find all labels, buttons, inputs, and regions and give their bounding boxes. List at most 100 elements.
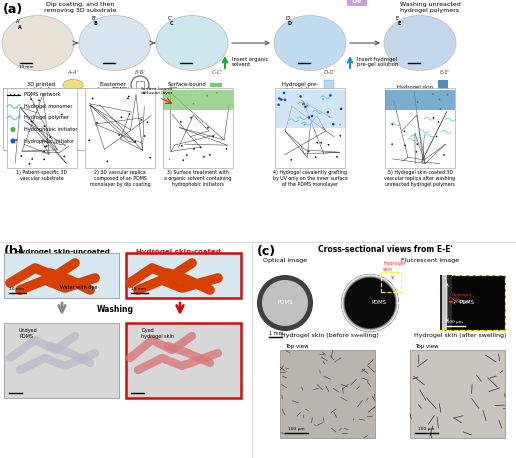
Circle shape xyxy=(213,136,214,137)
Bar xyxy=(381,272,401,292)
Text: Cross-sectional views from E-E': Cross-sectional views from E-E' xyxy=(317,245,453,254)
Circle shape xyxy=(216,92,218,94)
Bar xyxy=(438,80,448,89)
Text: 10 mm: 10 mm xyxy=(132,287,147,291)
Circle shape xyxy=(181,145,183,147)
Circle shape xyxy=(44,146,46,147)
Text: D: D xyxy=(288,21,292,26)
Circle shape xyxy=(308,116,310,119)
Circle shape xyxy=(96,122,98,124)
Ellipse shape xyxy=(2,16,74,71)
Text: Hydrogel skin-coated
3D vascular replica: Hydrogel skin-coated 3D vascular replica xyxy=(136,249,220,262)
Circle shape xyxy=(63,156,65,157)
Circle shape xyxy=(200,147,202,148)
Circle shape xyxy=(436,136,438,137)
Bar xyxy=(85,88,155,168)
Text: Hydrogel monomer: Hydrogel monomer xyxy=(24,104,73,109)
Bar xyxy=(410,350,505,438)
Circle shape xyxy=(209,154,211,156)
Text: E-E': E-E' xyxy=(440,71,450,76)
Circle shape xyxy=(446,94,448,95)
Text: 1) Patient-specific 3D
vascular substrate: 1) Patient-specific 3D vascular substrat… xyxy=(17,170,68,181)
Bar xyxy=(126,323,241,398)
Circle shape xyxy=(149,157,151,158)
Bar xyxy=(4,323,119,398)
Bar xyxy=(4,253,119,298)
Text: UV: UV xyxy=(351,0,363,4)
Text: ~200 μm: ~200 μm xyxy=(450,300,470,305)
Circle shape xyxy=(311,114,313,117)
Circle shape xyxy=(118,134,120,136)
Text: C-C': C-C' xyxy=(212,71,222,76)
Circle shape xyxy=(140,119,142,121)
Circle shape xyxy=(283,92,285,94)
Circle shape xyxy=(262,280,308,326)
Circle shape xyxy=(299,95,302,98)
Circle shape xyxy=(341,274,399,332)
Text: (b): (b) xyxy=(4,245,25,258)
Circle shape xyxy=(43,151,45,153)
FancyBboxPatch shape xyxy=(347,0,367,6)
Circle shape xyxy=(143,92,145,94)
Circle shape xyxy=(206,95,208,97)
Text: Surface-bound
diffusion layer: Surface-bound diffusion layer xyxy=(168,82,206,93)
Text: Hydrogel
skin: Hydrogel skin xyxy=(452,293,472,301)
Circle shape xyxy=(316,142,318,143)
Circle shape xyxy=(143,135,146,137)
Circle shape xyxy=(203,156,205,158)
Circle shape xyxy=(21,155,22,157)
Circle shape xyxy=(278,97,281,100)
Text: D': D' xyxy=(286,16,291,21)
Text: 2) 3D vascular replica
composed of an PDMS
monolayer by dip coating: 2) 3D vascular replica composed of an PD… xyxy=(90,170,150,187)
Text: Hydrogel skin (after swelling): Hydrogel skin (after swelling) xyxy=(414,333,506,338)
Text: Hydrogel pre-
gel solution: Hydrogel pre- gel solution xyxy=(282,82,318,93)
Bar xyxy=(442,275,447,330)
Bar xyxy=(136,81,144,89)
Text: A': A' xyxy=(16,19,21,24)
Bar xyxy=(440,275,452,330)
Text: A: A xyxy=(18,25,22,30)
Ellipse shape xyxy=(274,16,346,71)
Text: Flucrescent image: Flucrescent image xyxy=(401,258,459,263)
Circle shape xyxy=(404,145,406,146)
Text: C: C xyxy=(170,21,173,26)
Text: D-D': D-D' xyxy=(324,71,336,76)
Bar xyxy=(275,88,345,168)
Text: 100 μm: 100 μm xyxy=(418,427,434,431)
Text: 1 mm: 1 mm xyxy=(348,331,362,336)
Text: Top view: Top view xyxy=(415,344,439,349)
Circle shape xyxy=(10,138,16,144)
Ellipse shape xyxy=(156,16,228,71)
Circle shape xyxy=(307,105,309,107)
Circle shape xyxy=(257,275,313,331)
Circle shape xyxy=(302,103,305,105)
Circle shape xyxy=(193,148,195,150)
Text: 5) Hydrogel skin-coated 3D
vascular replica after washing
unreacted hydrogel pol: 5) Hydrogel skin-coated 3D vascular repl… xyxy=(384,170,456,187)
Text: 1 mm: 1 mm xyxy=(269,331,283,336)
Text: 3D printed
substrate: 3D printed substrate xyxy=(27,82,55,93)
Ellipse shape xyxy=(384,16,456,71)
Circle shape xyxy=(329,116,330,118)
Circle shape xyxy=(284,99,286,101)
Text: PDMS: PDMS xyxy=(277,300,293,305)
Text: Dyed
hydrogel skin: Dyed hydrogel skin xyxy=(141,328,174,339)
Circle shape xyxy=(30,98,32,100)
Text: Dip coating, and then
removing 3D substrate: Dip coating, and then removing 3D substr… xyxy=(44,2,116,13)
Text: 4) Hydrogel covalently grafting
by UV only on the inner surface
of the PDMS mono: 4) Hydrogel covalently grafting by UV on… xyxy=(272,170,347,187)
Text: Hydrogel skin-uncoated
3D vascular replica: Hydrogel skin-uncoated 3D vascular repli… xyxy=(14,249,109,262)
Circle shape xyxy=(417,101,418,103)
Circle shape xyxy=(128,113,131,115)
Circle shape xyxy=(38,99,40,101)
Text: E: E xyxy=(398,21,401,26)
Circle shape xyxy=(432,93,434,95)
Text: E': E' xyxy=(396,16,400,21)
Circle shape xyxy=(315,156,316,158)
Circle shape xyxy=(340,124,341,125)
Bar xyxy=(385,90,455,110)
Circle shape xyxy=(61,114,62,115)
Circle shape xyxy=(192,103,195,104)
Circle shape xyxy=(225,148,228,150)
Circle shape xyxy=(280,98,283,101)
Circle shape xyxy=(443,154,445,156)
Text: Washing unreacted
hydrogel polymers: Washing unreacted hydrogel polymers xyxy=(399,2,460,13)
